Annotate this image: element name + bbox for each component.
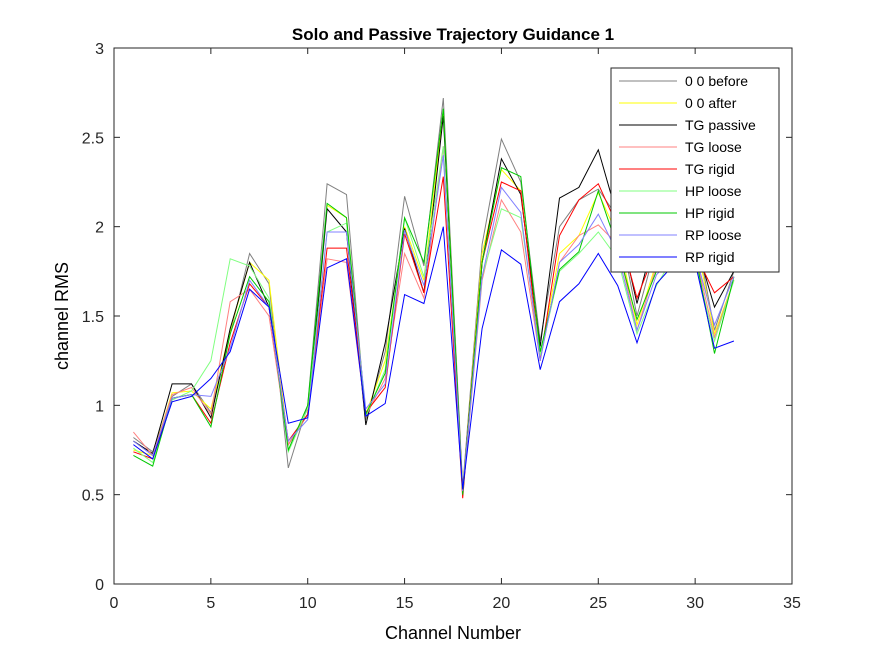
y-tick-label: 2.5 — [82, 130, 104, 147]
series-line-hp-rigid — [133, 108, 735, 495]
x-tick-label: 5 — [206, 595, 215, 612]
x-tick-label: 15 — [396, 595, 414, 612]
legend-label: RP rigid — [685, 249, 735, 265]
x-tick-label: 35 — [783, 595, 801, 612]
legend: 0 0 before 0 0 after TG passive TG loose TG … — [610, 67, 780, 273]
chart-title: Solo and Passive Trajectory Guidance 1 — [292, 25, 614, 44]
x-tick-label: 25 — [589, 595, 607, 612]
x-tick-label: 0 — [110, 595, 119, 612]
y-tick-label: 2 — [95, 220, 104, 237]
x-tick-label: 30 — [686, 595, 704, 612]
legend-label: HP rigid — [685, 205, 735, 221]
legend-label: TG passive — [685, 117, 756, 133]
series-line-rp-loose — [133, 155, 735, 492]
x-tick-label: 10 — [299, 595, 317, 612]
y-tick-label: 3 — [95, 41, 104, 58]
y-tick-label: 0.5 — [82, 488, 104, 505]
y-axis-label: channel RMS — [52, 262, 72, 370]
legend-label: TG rigid — [685, 161, 735, 177]
series-line-hp-loose — [133, 146, 735, 492]
series-line-rp-rigid — [133, 226, 735, 490]
series-line-tg-passive — [133, 115, 735, 492]
y-tick-label: 1.5 — [82, 309, 104, 326]
x-tick-label: 20 — [493, 595, 511, 612]
legend-label: 0 0 before — [685, 73, 748, 89]
y-axis: 0 0.5 1 1.5 2 2.5 3 — [82, 41, 792, 594]
y-tick-label: 0 — [95, 577, 104, 594]
legend-label: HP loose — [685, 183, 742, 199]
series-line-tg-rigid — [133, 176, 735, 499]
legend-label: 0 0 after — [685, 95, 737, 111]
series-layer — [133, 97, 735, 499]
x-axis: 0 5 10 15 20 25 30 35 — [110, 48, 801, 612]
x-axis-label: Channel Number — [385, 623, 521, 643]
legend-box — [610, 67, 780, 273]
y-tick-label: 1 — [95, 398, 104, 415]
legend-label: RP loose — [685, 227, 742, 243]
legend-label: TG loose — [685, 139, 742, 155]
